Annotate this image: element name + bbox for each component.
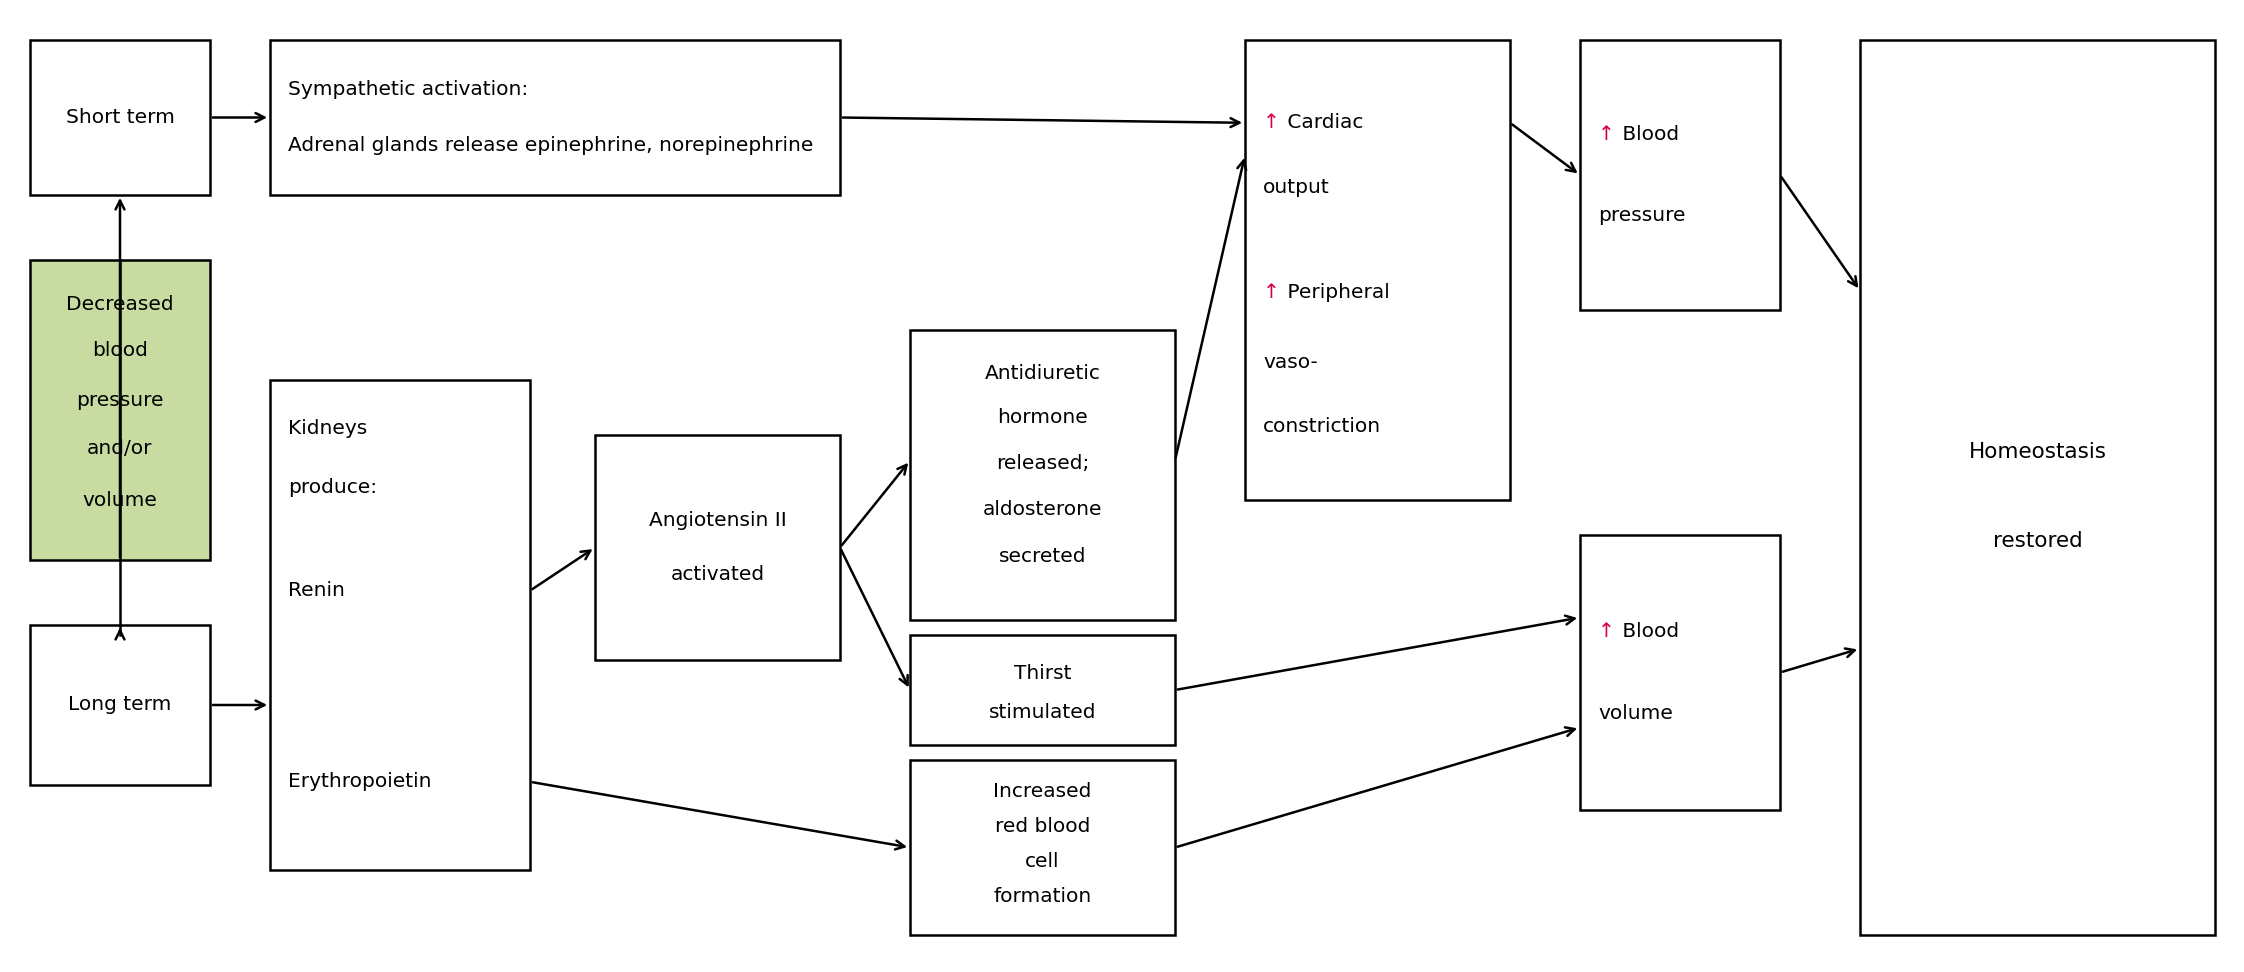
Text: Peripheral: Peripheral bbox=[1281, 284, 1389, 302]
Text: stimulated: stimulated bbox=[990, 703, 1097, 721]
Bar bbox=[1860, 40, 2215, 935]
Text: ↑: ↑ bbox=[1598, 125, 1616, 144]
Bar bbox=[595, 435, 839, 660]
Text: Cardiac: Cardiac bbox=[1281, 114, 1364, 132]
Text: restored: restored bbox=[1993, 532, 2082, 551]
Text: released;: released; bbox=[996, 454, 1088, 473]
Text: blood: blood bbox=[92, 340, 148, 360]
Text: Renin: Renin bbox=[287, 581, 346, 600]
Bar bbox=[269, 380, 530, 870]
Bar bbox=[29, 40, 211, 195]
Text: and/or: and/or bbox=[88, 439, 153, 459]
Text: Decreased: Decreased bbox=[65, 295, 173, 315]
Text: secreted: secreted bbox=[999, 546, 1086, 566]
Text: hormone: hormone bbox=[996, 407, 1088, 427]
Text: Long term: Long term bbox=[67, 696, 173, 714]
Text: Blood: Blood bbox=[1616, 622, 1679, 641]
Text: constriction: constriction bbox=[1263, 417, 1380, 435]
Text: ↑: ↑ bbox=[1598, 622, 1616, 641]
Text: Short term: Short term bbox=[65, 108, 175, 127]
Text: Blood: Blood bbox=[1616, 125, 1679, 144]
Text: volume: volume bbox=[1598, 705, 1672, 723]
Text: Homeostasis: Homeostasis bbox=[1968, 441, 2107, 462]
Text: Adrenal glands release epinephrine, norepinephrine: Adrenal glands release epinephrine, nore… bbox=[287, 136, 812, 155]
Text: volume: volume bbox=[83, 491, 157, 509]
Bar bbox=[29, 260, 211, 560]
Text: produce:: produce: bbox=[287, 478, 377, 498]
Text: aldosterone: aldosterone bbox=[983, 501, 1102, 519]
Text: Sympathetic activation:: Sympathetic activation: bbox=[287, 80, 527, 99]
Text: ↑: ↑ bbox=[1263, 284, 1279, 302]
Text: red blood: red blood bbox=[994, 817, 1091, 836]
Bar bbox=[911, 635, 1176, 745]
Text: ↑: ↑ bbox=[1263, 114, 1279, 132]
Text: Erythropoietin: Erythropoietin bbox=[287, 773, 431, 791]
Text: activated: activated bbox=[671, 565, 765, 584]
Bar bbox=[911, 330, 1176, 620]
Bar bbox=[1580, 40, 1779, 310]
Bar bbox=[269, 40, 839, 195]
Text: Angiotensin II: Angiotensin II bbox=[649, 511, 785, 530]
Text: vaso-: vaso- bbox=[1263, 353, 1317, 371]
Text: Increased: Increased bbox=[994, 782, 1091, 801]
Bar bbox=[911, 760, 1176, 935]
Text: cell: cell bbox=[1026, 852, 1059, 871]
Text: Kidneys: Kidneys bbox=[287, 420, 368, 438]
Bar bbox=[1245, 40, 1510, 500]
Bar bbox=[1580, 535, 1779, 810]
Text: formation: formation bbox=[994, 887, 1091, 906]
Text: Thirst: Thirst bbox=[1014, 664, 1070, 683]
Text: Antidiuretic: Antidiuretic bbox=[985, 364, 1100, 383]
Text: output: output bbox=[1263, 178, 1331, 196]
Text: pressure: pressure bbox=[1598, 206, 1685, 225]
Bar bbox=[29, 625, 211, 785]
Text: pressure: pressure bbox=[76, 392, 164, 410]
